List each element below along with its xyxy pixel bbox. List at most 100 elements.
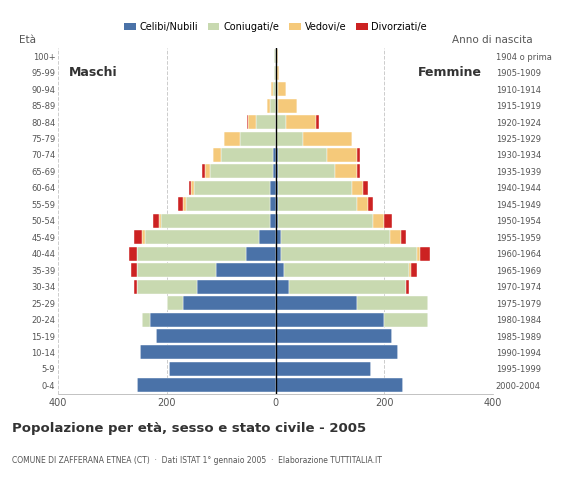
Bar — [183, 197, 186, 211]
Bar — [390, 230, 401, 244]
Bar — [316, 115, 319, 129]
Legend: Celibi/Nubili, Coniugati/e, Vedovi/e, Divorziati/e: Celibi/Nubili, Coniugati/e, Vedovi/e, Di… — [120, 18, 431, 36]
Bar — [357, 296, 428, 310]
Bar — [273, 82, 275, 96]
Bar — [276, 148, 278, 162]
Bar — [221, 148, 273, 162]
Bar — [278, 181, 351, 195]
Bar — [419, 247, 430, 261]
Bar — [142, 230, 145, 244]
Bar — [274, 66, 276, 80]
Bar — [270, 181, 276, 195]
Bar — [417, 247, 419, 261]
Bar — [191, 181, 194, 195]
Bar — [213, 148, 221, 162]
Bar — [245, 247, 276, 261]
Bar — [167, 296, 183, 310]
Bar — [278, 214, 374, 228]
Bar — [276, 66, 277, 80]
Bar — [368, 197, 374, 211]
Bar — [270, 197, 276, 211]
Bar — [277, 49, 278, 63]
Bar — [335, 165, 357, 179]
Bar — [186, 197, 270, 211]
Bar — [409, 263, 411, 277]
Bar — [276, 346, 398, 360]
Text: Età: Età — [19, 35, 36, 45]
Bar — [276, 230, 281, 244]
Bar — [276, 165, 278, 179]
Bar — [327, 148, 357, 162]
Bar — [137, 378, 276, 392]
Text: Maschi: Maschi — [69, 66, 118, 79]
Bar — [205, 165, 210, 179]
Bar — [401, 230, 406, 244]
Bar — [384, 312, 428, 326]
Bar — [374, 214, 384, 228]
Bar — [276, 280, 289, 294]
Bar — [289, 280, 406, 294]
Bar — [267, 98, 270, 113]
Bar — [197, 280, 276, 294]
Bar — [278, 197, 357, 211]
Bar — [276, 329, 393, 343]
Bar — [362, 181, 368, 195]
Bar — [210, 165, 273, 179]
Bar — [132, 263, 137, 277]
Bar — [276, 98, 278, 113]
Bar — [276, 378, 403, 392]
Bar — [287, 115, 316, 129]
Bar — [270, 214, 276, 228]
Bar — [137, 247, 245, 261]
Text: Femmine: Femmine — [418, 66, 482, 79]
Bar — [137, 263, 216, 277]
Bar — [140, 346, 276, 360]
Bar — [276, 132, 303, 145]
Bar — [357, 148, 360, 162]
Bar — [274, 49, 276, 63]
Bar — [194, 181, 270, 195]
Bar — [177, 197, 183, 211]
Bar — [276, 247, 281, 261]
Bar — [183, 296, 276, 310]
Bar — [156, 329, 276, 343]
Bar — [259, 230, 276, 244]
Bar — [273, 148, 275, 162]
Bar — [276, 362, 371, 376]
Bar — [281, 247, 417, 261]
Bar — [276, 263, 284, 277]
Bar — [137, 280, 197, 294]
Bar — [134, 280, 137, 294]
Text: COMUNE DI ZAFFERANA ETNEA (CT)  ·  Dati ISTAT 1° gennaio 2005  ·  Elaborazione T: COMUNE DI ZAFFERANA ETNEA (CT) · Dati IS… — [12, 456, 382, 465]
Bar — [270, 98, 276, 113]
Bar — [276, 214, 278, 228]
Bar — [246, 115, 248, 129]
Bar — [411, 263, 417, 277]
Bar — [134, 230, 142, 244]
Bar — [303, 132, 351, 145]
Bar — [276, 181, 278, 195]
Bar — [129, 247, 137, 261]
Bar — [216, 263, 276, 277]
Bar — [278, 98, 297, 113]
Bar — [271, 82, 273, 96]
Bar — [273, 165, 275, 179]
Bar — [240, 132, 276, 145]
Bar — [276, 312, 384, 326]
Bar — [284, 263, 409, 277]
Text: Popolazione per età, sesso e stato civile - 2005: Popolazione per età, sesso e stato civil… — [12, 422, 366, 435]
Bar — [276, 197, 278, 211]
Text: Anno di nascita: Anno di nascita — [451, 35, 532, 45]
Bar — [357, 165, 360, 179]
Bar — [351, 181, 362, 195]
Bar — [142, 312, 150, 326]
Bar — [276, 49, 277, 63]
Bar — [150, 312, 276, 326]
Bar — [202, 165, 205, 179]
Bar — [406, 280, 409, 294]
Bar — [276, 82, 278, 96]
Bar — [278, 82, 287, 96]
Bar — [188, 181, 191, 195]
Bar — [277, 66, 280, 80]
Bar — [158, 214, 161, 228]
